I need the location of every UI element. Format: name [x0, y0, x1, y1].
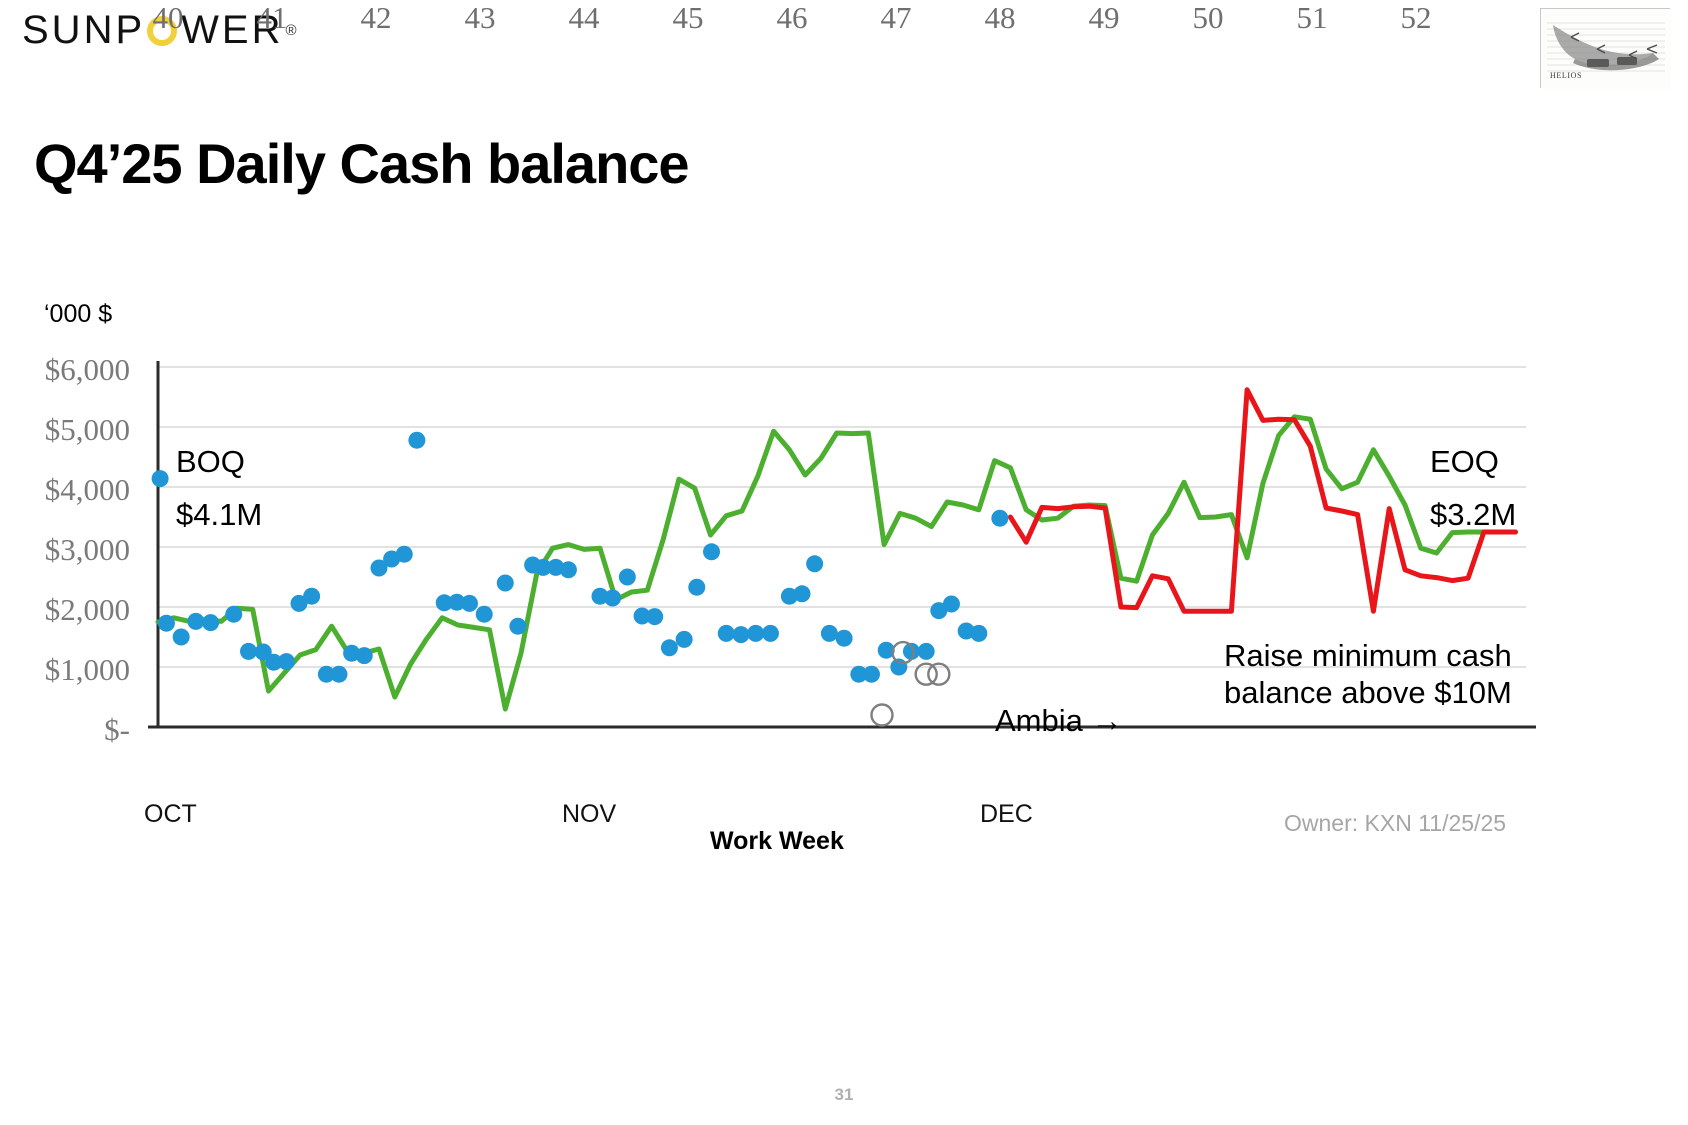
page-title: Q4’25 Daily Cash balance	[34, 132, 690, 195]
annotation-raise-line2: balance above $10M	[1224, 675, 1512, 710]
x-tick-52: 52	[1400, 0, 1432, 35]
axis-lines	[148, 361, 1536, 729]
x-tick-44: 44	[568, 0, 600, 35]
x-tick-47: 47	[880, 0, 912, 35]
x-tick-50: 50	[1192, 0, 1224, 35]
annotation-eoq-value: $3.2M	[1430, 497, 1517, 532]
x-tick-40: 40	[152, 0, 184, 35]
solar-aircraft-icon	[1541, 9, 1671, 89]
y-tick-6000: $6,000	[44, 352, 130, 387]
month-label-dec: DEC	[980, 800, 1033, 828]
x-tick-49: 49	[1088, 0, 1120, 35]
x-tick-42: 42	[360, 0, 392, 35]
y-tick-4000: $4,000	[44, 472, 130, 507]
annotation-boq-label: BOQ	[176, 444, 245, 479]
registered-mark: ®	[285, 21, 300, 39]
page-number: 31	[834, 1085, 854, 1104]
x-tick-46: 46	[776, 0, 808, 35]
sun-o-icon	[147, 16, 178, 46]
stamp-caption: HELIOS	[1550, 71, 1583, 80]
series-line-red	[1007, 387, 1518, 614]
x-axis-title: Work Week	[710, 827, 844, 855]
y-axis-unit-label: ‘000 $	[44, 300, 113, 328]
series-scatter-ambia	[870, 640, 951, 727]
brand-wordmark: SUNP WER ®	[22, 10, 300, 50]
x-tick-48: 48	[984, 0, 1016, 35]
wordmark-suffix: WER	[181, 8, 284, 52]
y-tick-3000: $3,000	[44, 532, 130, 567]
x-tick-41: 41	[256, 0, 288, 35]
y-tick-0: $-	[104, 712, 130, 747]
annotation-ambia: Ambia →	[995, 703, 1123, 738]
y-tick-2000: $2,000	[44, 592, 130, 627]
wordmark-prefix: SUNP	[22, 8, 146, 52]
annotation-raise-minimum-cash: Raise minimum cash balance above $10M	[1224, 637, 1512, 711]
y-tick-1000: $1,000	[44, 652, 130, 687]
owner-note: Owner: KXN 11/25/25	[1284, 810, 1507, 836]
annotation-eoq-label: EOQ	[1430, 444, 1499, 479]
gridlines	[158, 366, 1526, 668]
x-tick-43: 43	[464, 0, 496, 35]
annotation-raise-line1: Raise minimum cash	[1224, 638, 1512, 673]
helios-stamp-image: HELIOS	[1540, 8, 1671, 89]
series-line-green	[155, 414, 1518, 712]
x-tick-45: 45	[672, 0, 704, 35]
month-label-oct: OCT	[144, 800, 197, 828]
annotation-boq-value: $4.1M	[176, 497, 263, 532]
y-tick-5000: $5,000	[44, 412, 130, 447]
month-label-nov: NOV	[562, 800, 617, 828]
sunpower-logo: SUNP WER ®	[22, 8, 300, 52]
x-tick-51: 51	[1296, 0, 1328, 35]
series-scatter-blue	[151, 431, 1009, 683]
